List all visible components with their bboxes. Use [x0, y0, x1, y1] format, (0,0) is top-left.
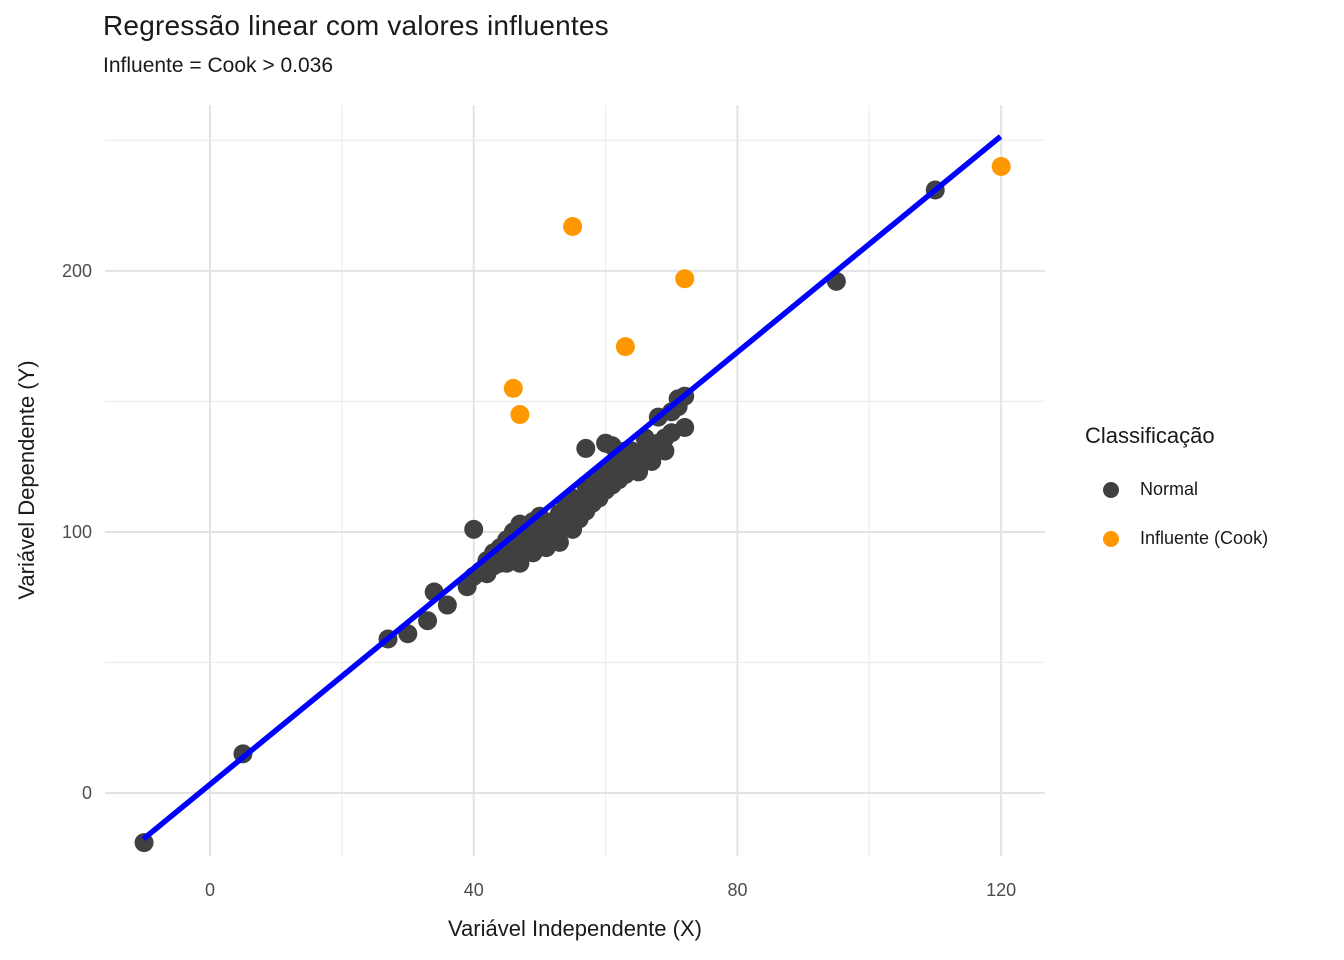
x-tick-label: 0	[205, 880, 215, 900]
legend-item-influente: Influente (Cook)	[1085, 528, 1268, 549]
data-point-normal	[629, 462, 649, 482]
data-point-influential	[615, 337, 635, 357]
data-point-normal	[576, 438, 596, 458]
data-point-influential	[991, 156, 1011, 176]
legend-label-influente: Influente (Cook)	[1140, 528, 1269, 548]
x-tick-label: 120	[986, 880, 1016, 900]
legend-label-normal: Normal	[1140, 479, 1199, 499]
data-point-influential	[510, 404, 530, 424]
chart-subtitle: Influente = Cook > 0.036	[103, 54, 334, 77]
data-point-normal	[418, 611, 438, 631]
legend-item-normal: Normal	[1085, 479, 1268, 500]
regression-line	[141, 134, 1003, 842]
data-point-normal	[662, 423, 682, 443]
normal-point-icon	[1103, 481, 1119, 498]
data-point-normal	[464, 519, 484, 539]
chart-title: Regressão linear com valores influentes	[103, 10, 609, 41]
y-axis-title: Variável Dependente (Y)	[14, 360, 39, 600]
influential-point-icon	[1103, 530, 1119, 547]
x-axis-title: Variável Independente (X)	[448, 916, 702, 941]
y-tick-label: 200	[62, 261, 92, 281]
y-tick-label: 100	[62, 522, 92, 542]
data-point-influential	[675, 269, 695, 289]
legend: Classificação Normal Influente (Cook)	[1085, 423, 1268, 577]
data-point-influential	[503, 378, 523, 398]
y-tick-label: 0	[82, 783, 92, 803]
data-point-normal	[437, 595, 457, 615]
legend-title: Classificação	[1085, 423, 1215, 448]
x-tick-label: 40	[464, 880, 484, 900]
data-point-influential	[563, 217, 583, 237]
x-tick-label: 80	[727, 880, 747, 900]
data-point-normal	[655, 441, 675, 461]
data-point-normal	[642, 451, 662, 471]
data-point-normal	[549, 532, 569, 552]
